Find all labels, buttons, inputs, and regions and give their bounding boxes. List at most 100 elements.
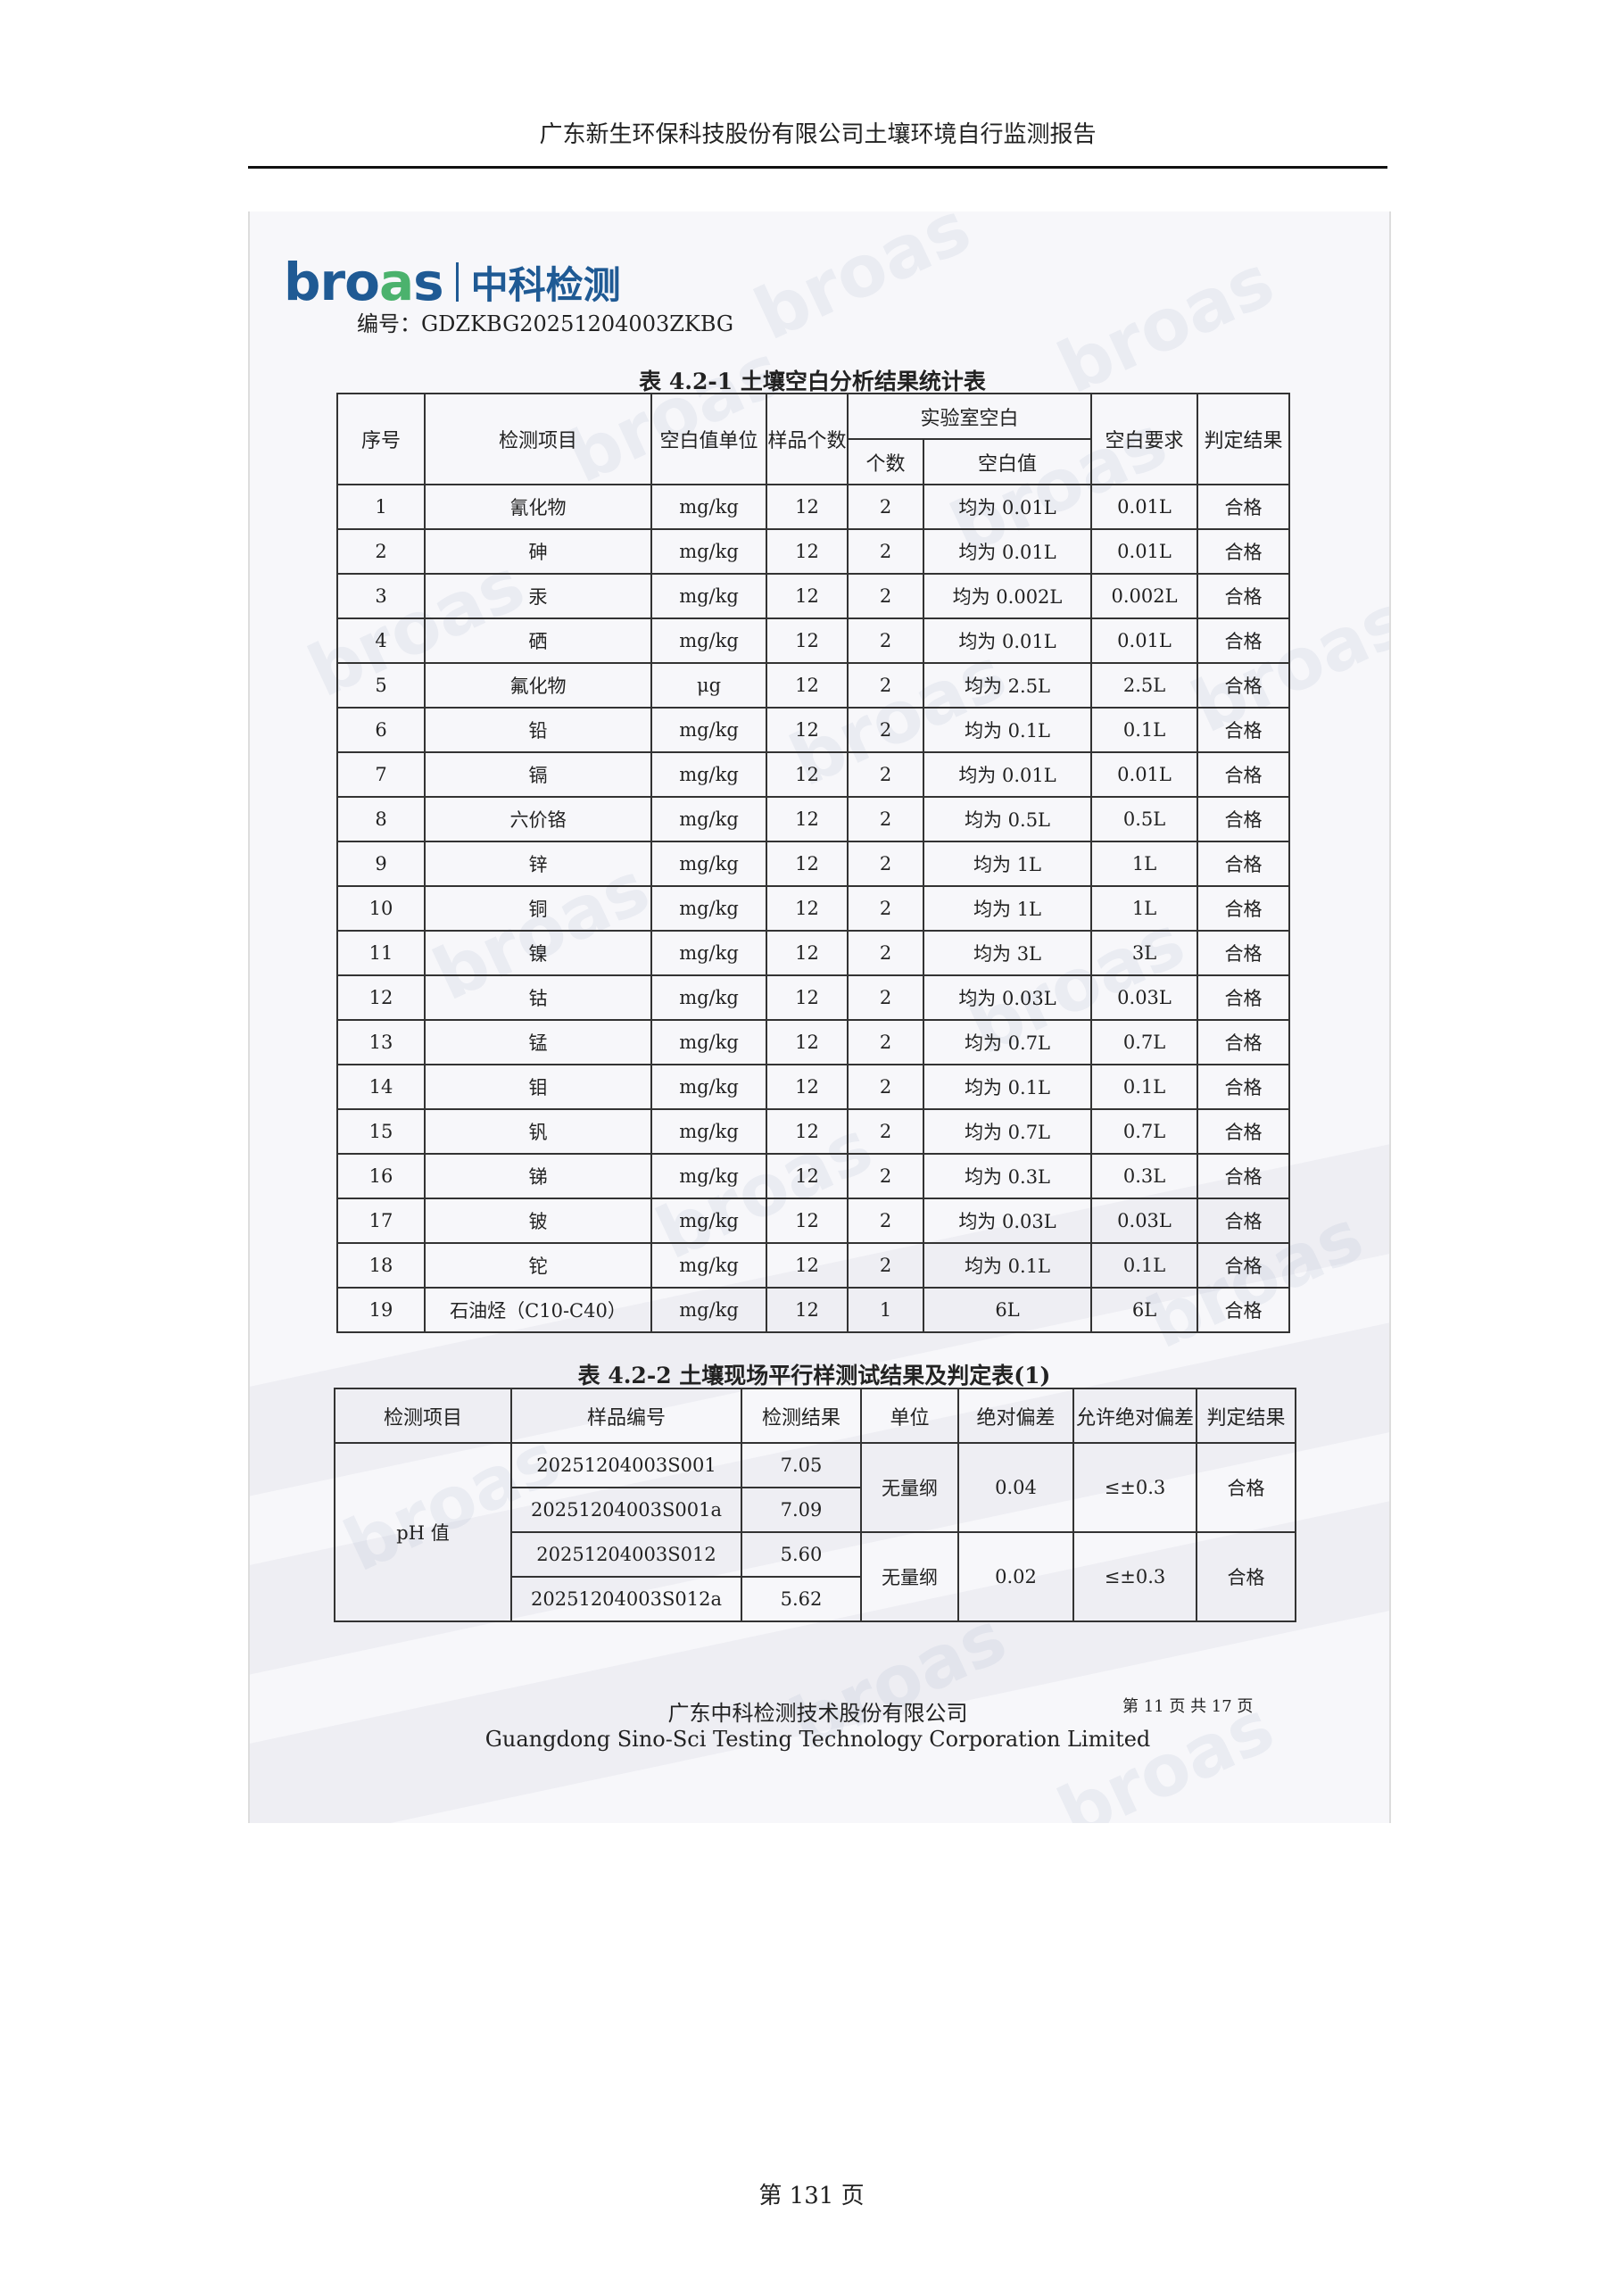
sample-id: 20251204003S012 bbox=[510, 1531, 742, 1578]
cell-unit: mg/kg bbox=[650, 1019, 767, 1065]
cell-seq: 5 bbox=[336, 662, 426, 709]
inner-page-number: 第 11 页 共 17 页 bbox=[1122, 1697, 1254, 1716]
cell-requirement: 0.5L bbox=[1090, 796, 1199, 842]
cell-unit: mg/kg bbox=[650, 885, 767, 932]
cell-result: 合格 bbox=[1197, 751, 1291, 798]
cell-seq: 1 bbox=[336, 484, 426, 530]
cell-result: 合格 bbox=[1197, 930, 1291, 976]
cell-sample-count: 12 bbox=[766, 573, 849, 619]
cell-blank-value: 均为 0.7L bbox=[922, 1108, 1093, 1155]
cell-item: 铍 bbox=[424, 1198, 652, 1244]
cell-item: 氰化物 bbox=[424, 484, 652, 530]
cell-blank-value: 均为 0.3L bbox=[922, 1153, 1093, 1199]
abs-dev: 0.04 bbox=[957, 1442, 1074, 1533]
cell-blank-count: 2 bbox=[847, 484, 924, 530]
cell-requirement: 1L bbox=[1090, 885, 1199, 932]
cell-unit: mg/kg bbox=[650, 974, 767, 1021]
cell-requirement: 0.01L bbox=[1090, 618, 1199, 664]
cell-requirement: 0.01L bbox=[1090, 484, 1199, 530]
cell-blank-value: 均为 0.03L bbox=[922, 1198, 1093, 1244]
cell-blank-value: 均为 2.5L bbox=[922, 662, 1093, 709]
cell-result: 合格 bbox=[1197, 662, 1291, 709]
cell-unit: mg/kg bbox=[650, 1198, 767, 1244]
cell-sample-count: 12 bbox=[766, 930, 849, 976]
cell-requirement: 0.3L bbox=[1090, 1153, 1199, 1199]
cell-unit: mg/kg bbox=[650, 1064, 767, 1110]
cell-sample-count: 12 bbox=[766, 528, 849, 575]
header-sample-count: 样品个数 bbox=[766, 393, 849, 485]
header-result: 判定结果 bbox=[1197, 393, 1291, 485]
sample-result: 5.62 bbox=[741, 1576, 862, 1622]
table-row: 16 锑 mg/kg 12 2 均为 0.3L 0.3L 合格 bbox=[336, 1153, 1291, 1199]
cell-blank-count: 2 bbox=[847, 662, 924, 709]
cell-unit: mg/kg bbox=[650, 573, 767, 619]
cell-blank-value: 均为 0.01L bbox=[922, 751, 1093, 798]
blank-analysis-table: 序号 检测项目 空白值单位 样品个数 实验室空白 空白要求 判定结果 个数 空白… bbox=[336, 393, 1291, 1333]
cell-item: 六价铬 bbox=[424, 796, 652, 842]
cell-blank-count: 2 bbox=[847, 1153, 924, 1199]
table-row: 13 锰 mg/kg 12 2 均为 0.7L 0.7L 合格 bbox=[336, 1019, 1291, 1065]
table-row: 12 钴 mg/kg 12 2 均为 0.03L 0.03L 合格 bbox=[336, 974, 1291, 1021]
cell-seq: 17 bbox=[336, 1198, 426, 1244]
cell-blank-count: 2 bbox=[847, 751, 924, 798]
cell-blank-value: 均为 0.1L bbox=[922, 1242, 1093, 1289]
header-item: 检测项目 bbox=[334, 1388, 512, 1444]
cell-blank-value: 均为 0.7L bbox=[922, 1019, 1093, 1065]
cell-sample-count: 12 bbox=[766, 1019, 849, 1065]
cell-result: 合格 bbox=[1197, 885, 1291, 932]
cell-item: 镉 bbox=[424, 751, 652, 798]
cell-seq: 3 bbox=[336, 573, 426, 619]
cell-seq: 19 bbox=[336, 1287, 426, 1333]
cell-requirement: 0.03L bbox=[1090, 1198, 1199, 1244]
company-logo: broas 中科检测 bbox=[284, 252, 621, 312]
cell-result: 合格 bbox=[1197, 528, 1291, 575]
cell-requirement: 2.5L bbox=[1090, 662, 1199, 709]
cell-seq: 14 bbox=[336, 1064, 426, 1110]
cell-blank-value: 6L bbox=[922, 1287, 1093, 1333]
table-row: 8 六价铬 mg/kg 12 2 均为 0.5L 0.5L 合格 bbox=[336, 796, 1291, 842]
cell-sample-count: 12 bbox=[766, 796, 849, 842]
cell-seq: 8 bbox=[336, 796, 426, 842]
cell-blank-count: 2 bbox=[847, 1108, 924, 1155]
cell-item: 镍 bbox=[424, 930, 652, 976]
cell-blank-value: 均为 0.01L bbox=[922, 484, 1093, 530]
cell-requirement: 6L bbox=[1090, 1287, 1199, 1333]
cell-blank-count: 2 bbox=[847, 796, 924, 842]
cell-item: 钒 bbox=[424, 1108, 652, 1155]
cell-blank-value: 均为 0.002L bbox=[922, 573, 1093, 619]
cell-seq: 4 bbox=[336, 618, 426, 664]
header-divider bbox=[248, 166, 1387, 169]
cell-result: 合格 bbox=[1197, 707, 1291, 753]
cell-seq: 2 bbox=[336, 528, 426, 575]
abs-dev: 0.02 bbox=[957, 1531, 1074, 1622]
header-sample-id: 样品编号 bbox=[510, 1388, 742, 1444]
cell-unit: mg/kg bbox=[650, 1287, 767, 1333]
cell-unit: mg/kg bbox=[650, 484, 767, 530]
cell-item: 砷 bbox=[424, 528, 652, 575]
cell-seq: 12 bbox=[336, 974, 426, 1021]
cell-blank-count: 1 bbox=[847, 1287, 924, 1333]
cell-sample-count: 12 bbox=[766, 484, 849, 530]
sample-id: 20251204003S001 bbox=[510, 1442, 742, 1488]
header-seq: 序号 bbox=[336, 393, 426, 485]
table-row: 2 砷 mg/kg 12 2 均为 0.01L 0.01L 合格 bbox=[336, 528, 1291, 575]
cell-unit: mg/kg bbox=[650, 751, 767, 798]
cell-blank-value: 均为 0.1L bbox=[922, 1064, 1093, 1110]
sample-result: 7.05 bbox=[741, 1442, 862, 1488]
cell-sample-count: 12 bbox=[766, 1064, 849, 1110]
allowed-dev: ≤±0.3 bbox=[1072, 1442, 1197, 1533]
sample-result: 5.60 bbox=[741, 1531, 862, 1578]
cell-requirement: 0.7L bbox=[1090, 1019, 1199, 1065]
report-number: 编号：GDZKBG20251204003ZKBG bbox=[357, 311, 734, 336]
cell-result: 合格 bbox=[1197, 1019, 1291, 1065]
cell-item: 铊 bbox=[424, 1242, 652, 1289]
sample-result: 7.09 bbox=[741, 1487, 862, 1533]
table-row: 4 硒 mg/kg 12 2 均为 0.01L 0.01L 合格 bbox=[336, 618, 1291, 664]
cell-blank-count: 2 bbox=[847, 1019, 924, 1065]
cell-blank-count: 2 bbox=[847, 930, 924, 976]
cell-seq: 16 bbox=[336, 1153, 426, 1199]
cell-blank-value: 均为 0.01L bbox=[922, 618, 1093, 664]
table-row: 7 镉 mg/kg 12 2 均为 0.01L 0.01L 合格 bbox=[336, 751, 1291, 798]
table-row: 15 钒 mg/kg 12 2 均为 0.7L 0.7L 合格 bbox=[336, 1108, 1291, 1155]
table-row: 19 石油烃（C10-C40） mg/kg 12 1 6L 6L 合格 bbox=[336, 1287, 1291, 1333]
